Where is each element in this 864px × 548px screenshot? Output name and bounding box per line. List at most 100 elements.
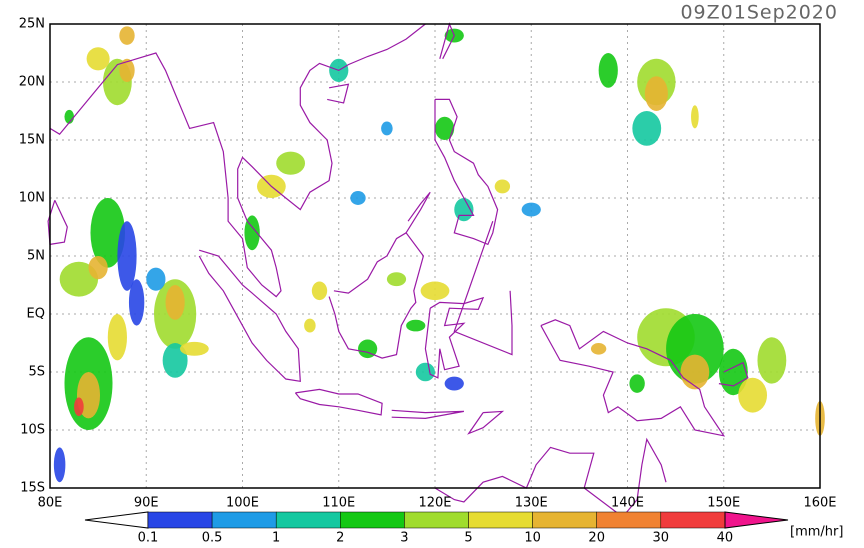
rain-area: [119, 26, 135, 45]
rain-area: [420, 281, 450, 301]
rain-area: [494, 179, 511, 194]
rain-area: [117, 221, 137, 291]
colorbar-label: 30: [653, 531, 670, 545]
rain-area: [521, 202, 541, 217]
rain-area: [165, 285, 185, 320]
rain-areas: [53, 26, 825, 483]
lon-label: 120E: [418, 496, 451, 511]
colorbar-segment: [211, 511, 277, 529]
rain-area: [74, 397, 84, 417]
colorbar-end: [84, 511, 149, 529]
lon-label: 90E: [134, 496, 159, 511]
colorbar-label: 0.1: [138, 531, 159, 545]
colorbar-segment: [275, 511, 341, 529]
colorbar-label: 1: [272, 531, 280, 545]
coastline: [327, 83, 350, 104]
rain-area: [590, 343, 607, 355]
rain-area: [244, 215, 260, 251]
lon-label: 110E: [322, 496, 355, 511]
rain-area: [598, 53, 618, 88]
coastline: [424, 296, 485, 379]
rain-area: [311, 281, 328, 301]
colorbar-label: 2: [336, 531, 344, 545]
colorbar-label: 20: [588, 531, 605, 545]
coastline: [47, 200, 68, 246]
map-frame: [49, 23, 821, 489]
rain-area: [64, 109, 75, 124]
coastline: [453, 221, 513, 356]
coastline: [434, 437, 667, 518]
rain-area: [358, 339, 378, 359]
colorbar-unit: [mm/hr]: [790, 525, 843, 540]
rain-area: [119, 58, 135, 82]
rain-area: [666, 314, 724, 384]
rain-area: [86, 47, 110, 71]
lon-label: 80E: [38, 496, 63, 511]
rain-area: [680, 354, 710, 390]
lon-label: 100E: [226, 496, 259, 511]
rain-area: [757, 337, 787, 384]
rain-area: [90, 198, 126, 268]
lat-label: 20N: [19, 75, 45, 90]
rain-area: [644, 76, 668, 111]
coastline: [405, 191, 431, 234]
colorbar-segment: [404, 511, 469, 529]
rain-area: [691, 105, 699, 129]
map-title: 09Z01Sep2020: [680, 2, 838, 24]
rain-area: [128, 279, 145, 326]
colorbar-segment: [596, 511, 662, 529]
lon-label: 140E: [611, 496, 644, 511]
rain-area: [386, 272, 407, 287]
coastline: [198, 249, 301, 383]
lon-label: 150E: [707, 496, 740, 511]
rain-area: [88, 256, 108, 280]
rain-area: [107, 314, 127, 361]
lat-label: 15N: [19, 133, 45, 148]
colorbar-segment: [532, 511, 597, 529]
coastline: [328, 232, 425, 359]
colorbar-label: 10: [524, 531, 541, 545]
rain-area: [276, 151, 306, 175]
rain-area: [444, 376, 464, 391]
lat-label: 10N: [19, 191, 45, 206]
rain-area: [381, 121, 393, 136]
lat-label: EQ: [27, 307, 45, 322]
lat-label: 5N: [27, 249, 45, 264]
rain-area: [738, 377, 768, 413]
colorbar-segment: [660, 511, 726, 529]
colorbar-end: [724, 511, 789, 529]
rain-area: [632, 110, 662, 146]
coastline: [391, 409, 465, 420]
rain-area: [435, 116, 455, 140]
coastline: [540, 319, 726, 437]
rain-area: [718, 348, 748, 396]
coastlines: [47, 22, 749, 518]
colorbar-label: 3: [400, 531, 408, 545]
coastline: [434, 98, 499, 246]
coastline: [718, 361, 749, 387]
colorbar-segment: [147, 511, 213, 529]
colorbar-label: 40: [717, 531, 734, 545]
colorbar-label: 0.5: [202, 531, 223, 545]
colorbar-segment: [468, 511, 533, 529]
rain-area: [350, 191, 366, 205]
rain-area: [304, 318, 316, 333]
coastline: [49, 23, 426, 298]
coastline: [439, 22, 455, 60]
lon-label: 160E: [803, 496, 836, 511]
rain-area: [415, 362, 435, 382]
lat-label: 10S: [20, 423, 45, 438]
rain-area: [179, 341, 209, 356]
rain-area: [53, 447, 66, 483]
rain-area: [59, 261, 99, 297]
lat-label: 5S: [28, 365, 45, 380]
rain-area: [146, 267, 166, 291]
lat-label: 15S: [20, 481, 45, 496]
coastline: [294, 388, 383, 416]
colorbar-segment: [340, 511, 405, 529]
rain-area: [406, 319, 426, 332]
colorbar: 0.1 0.5 1 2 3 5 10 20 30 40: [84, 511, 789, 546]
lon-label: 130E: [515, 496, 548, 511]
